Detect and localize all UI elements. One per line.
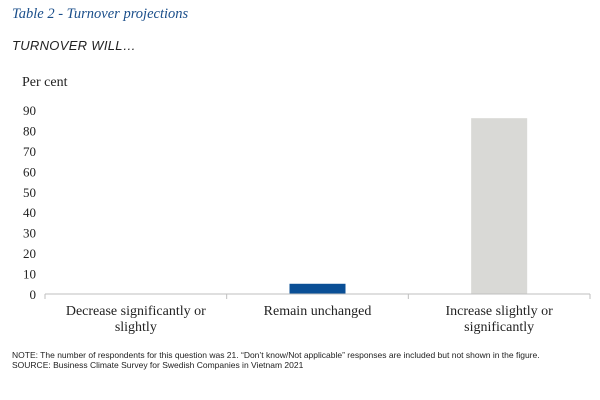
y-tick-label: 10 xyxy=(23,267,36,282)
y-tick-label: 30 xyxy=(23,226,36,241)
category-label: Decrease significantly or slightly xyxy=(66,304,206,335)
y-tick-label: 50 xyxy=(23,185,36,200)
y-tick-label: 80 xyxy=(23,123,36,138)
category-label-line: significantly xyxy=(464,320,534,335)
category-label-line: Decrease significantly or xyxy=(66,304,206,319)
y-tick-labels: 0 10 20 30 40 50 60 70 80 90 xyxy=(23,103,36,302)
category-label: Remain unchanged xyxy=(264,304,372,319)
category-label-line: slightly xyxy=(115,320,157,335)
y-tick-label: 0 xyxy=(30,287,37,302)
category-label-line: Increase slightly or xyxy=(446,304,554,319)
y-tick-label: 70 xyxy=(23,144,36,159)
category-label: Increase slightly or significantly xyxy=(446,304,554,335)
bars xyxy=(289,118,528,294)
category-labels: Decrease significantly or slightly Remain … xyxy=(66,304,553,335)
category-label-line: Remain unchanged xyxy=(264,304,372,319)
y-tick-label: 40 xyxy=(23,205,36,220)
chart-subtitle: TURNOVER WILL… xyxy=(12,38,137,53)
page-title: Table 2 - Turnover projections xyxy=(12,6,189,22)
figure-note: NOTE: The number of respondents for this… xyxy=(12,350,590,370)
y-tick-label: 60 xyxy=(23,164,36,179)
y-tick-label: 20 xyxy=(23,246,36,261)
source-text: SOURCE: Business Climate Survey for Swed… xyxy=(12,360,304,370)
bar xyxy=(471,118,528,294)
bar-chart: Per cent 0 10 20 30 40 50 60 70 80 90 Decrease si… xyxy=(22,75,591,335)
y-axis-label: Per cent xyxy=(22,75,68,90)
note-text: NOTE: The number of respondents for this… xyxy=(12,350,540,360)
x-axis-ticks xyxy=(44,294,591,299)
y-tick-label: 90 xyxy=(23,103,36,118)
bar xyxy=(289,283,346,294)
